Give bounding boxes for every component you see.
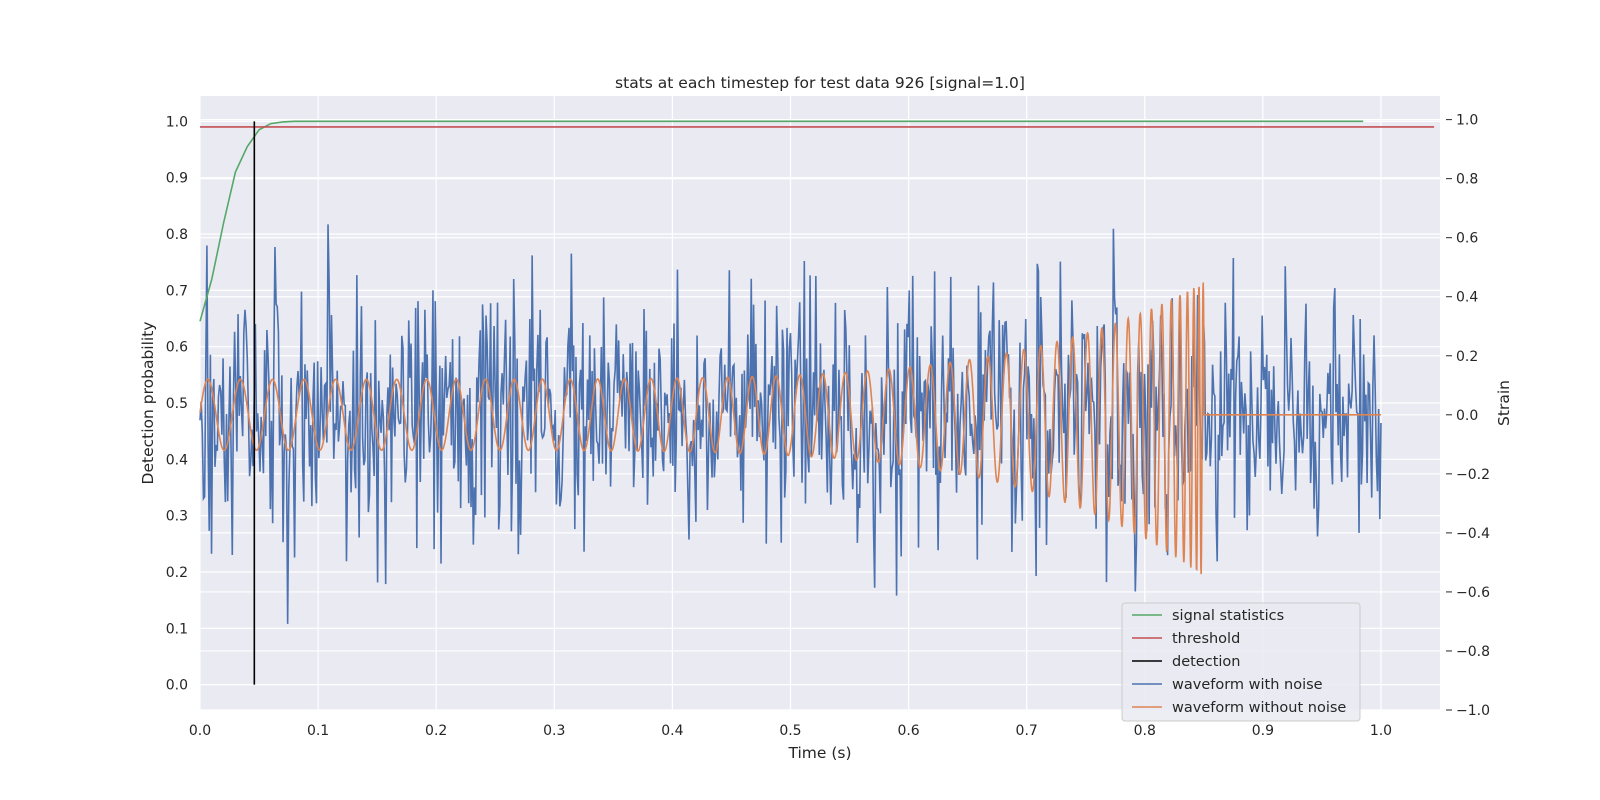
x-tick-label: 0.4: [661, 723, 683, 739]
y-right-tick-label: 0.0: [1456, 408, 1478, 424]
y-left-tick-label: 0.1: [166, 621, 188, 637]
x-tick-label: 0.1: [307, 723, 329, 739]
y-left-tick-label: 0.9: [166, 171, 188, 187]
series-signal-statistics: [199, 120, 1364, 322]
x-tick-label: 0.5: [779, 723, 801, 739]
y-axis-left-label: Detection probability: [139, 322, 157, 485]
y-right-tick-label: −0.6: [1456, 585, 1490, 601]
legend-label-waveform-without-noise: waveform without noise: [1172, 700, 1346, 716]
y-right-tick-label: 0.6: [1456, 231, 1478, 247]
y-left-tick-label: 0.7: [166, 283, 188, 299]
x-axis-label: Time (s): [787, 744, 851, 762]
legend-label-waveform-with-noise: waveform with noise: [1172, 677, 1323, 693]
legend: signal statistics threshold detection wa…: [1121, 602, 1361, 722]
legend-label-signal-statistics: signal statistics: [1172, 608, 1284, 624]
ticks: 0.0 0.1 0.2 0.3 0.4 0.5 0.6 0.7 0.8 0.9 1.0 0.0 0.1 0…: [166, 113, 1490, 739]
x-tick-label: 0.3: [543, 723, 565, 739]
y-left-tick-label: 0.6: [166, 340, 188, 356]
y-right-tick-label: −0.2: [1456, 467, 1490, 483]
series-layer: [199, 120, 1435, 685]
y-right-tick-label: 0.8: [1456, 172, 1478, 188]
y-left-tick-label: 0.2: [166, 565, 188, 581]
x-tick-label: 0.9: [1252, 723, 1274, 739]
series-waveform-with-noise: [199, 224, 1382, 624]
y-left-tick-label: 1.0: [166, 114, 188, 130]
x-tick-label: 1.0: [1370, 723, 1392, 739]
y-left-tick-label: 0.8: [166, 227, 188, 243]
y-left-tick-label: 0.5: [166, 396, 188, 412]
y-right-tick-label: −0.4: [1456, 526, 1490, 542]
y-right-tick-label: 1.0: [1456, 113, 1478, 129]
y-right-tick-label: −0.8: [1456, 644, 1490, 660]
x-tick-label: 0.2: [425, 723, 447, 739]
y-axis-right-label: Strain: [1495, 380, 1513, 426]
series-waveform-without-noise: [199, 282, 1381, 575]
y-right-tick-label: 0.4: [1456, 290, 1478, 306]
x-tick-label: 0.0: [189, 723, 211, 739]
chart-title: stats at each timestep for test data 926…: [615, 74, 1025, 92]
legend-label-threshold: threshold: [1172, 631, 1240, 647]
x-tick-label: 0.6: [897, 723, 919, 739]
y-left-tick-label: 0.3: [166, 509, 188, 525]
legend-box: [1121, 602, 1361, 722]
y-left-tick-label: 0.0: [166, 678, 188, 694]
legend-label-detection: detection: [1172, 654, 1240, 670]
y-left-tick-label: 0.4: [166, 452, 188, 468]
x-tick-label: 0.8: [1134, 723, 1156, 739]
y-right-tick-label: −1.0: [1456, 703, 1490, 719]
y-right-tick-label: 0.2: [1456, 349, 1478, 365]
x-tick-label: 0.7: [1016, 723, 1038, 739]
